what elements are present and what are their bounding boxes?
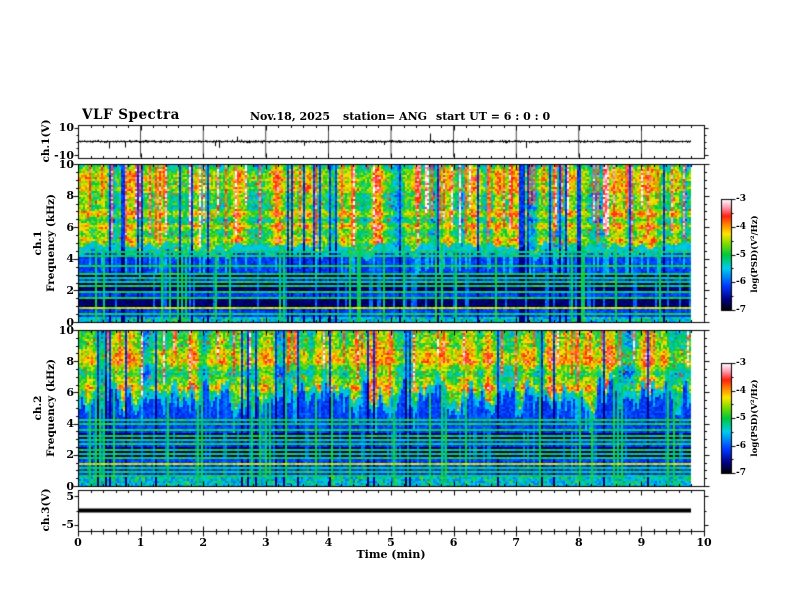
colorbar2-tick-label: -4 xyxy=(736,385,746,396)
colorbar2-tick-label: -5 xyxy=(736,413,746,423)
ch2-frequency-axis-label: Frequency (kHz) xyxy=(45,358,57,458)
x-tick-label: 9 xyxy=(637,536,646,549)
colorbar2-tick-label: -7 xyxy=(736,468,746,478)
ch2-spectrogram-y-tick-label: 6 xyxy=(66,385,74,399)
header-start-ut: start UT = 6 : 0 : 0 xyxy=(436,110,551,123)
colorbar1-tick-label: -4 xyxy=(736,221,746,232)
colorbar2-tick-label: -6 xyxy=(736,440,746,451)
colorbar1-tick-label: -5 xyxy=(736,249,746,260)
ch3-waveform-y-tick-label: -5 xyxy=(61,518,74,532)
colorbar1-tick-label: -7 xyxy=(736,305,746,315)
ch1-channel-label: ch.1 xyxy=(32,230,44,256)
ch2-spectrogram-y-tick-label: 4 xyxy=(66,417,74,431)
x-tick-label: 4 xyxy=(324,536,333,549)
page-title: VLF Spectra xyxy=(82,107,180,123)
x-tick-label: 2 xyxy=(199,536,208,549)
ch1-frequency-axis-label: Frequency (kHz) xyxy=(45,193,57,293)
ch1-waveform-y-tick-label: 10 xyxy=(58,121,74,135)
colorbar2-label: log(PSD)(V²/Hz) xyxy=(750,379,760,457)
ch3-waveform-y-tick-label: 5 xyxy=(66,489,74,503)
ch1-voltage-axis-label: ch.1(V) xyxy=(40,119,52,163)
x-tick-label: 0 xyxy=(74,536,82,549)
header-date: Nov.18, 2025 xyxy=(250,110,331,123)
colorbar1-tick-label: -3 xyxy=(736,194,746,204)
x-tick-label: 3 xyxy=(261,536,270,549)
ch2-spectrogram-y-tick-label: 10 xyxy=(58,323,74,337)
ch2-spectrogram-y-tick-label: 2 xyxy=(66,448,74,462)
ch1-spectrogram-y-tick-label: 2 xyxy=(66,283,74,297)
ch1-waveform-y-tick-label: -10 xyxy=(54,148,74,162)
x-tick-label: 1 xyxy=(136,536,145,549)
ch2-spectrogram-y-tick-label: 0 xyxy=(66,479,74,493)
ch2-channel-label: ch.2 xyxy=(32,395,44,421)
ch1-spectrogram-y-tick-label: 6 xyxy=(66,220,74,234)
ch1-spectrogram-y-tick-label: 10 xyxy=(58,157,74,171)
time-axis-label: Time (min) xyxy=(356,548,426,561)
ch1-spectrogram-y-tick-label: 8 xyxy=(66,189,74,203)
ch2-spectrogram-y-tick-label: 8 xyxy=(66,354,74,368)
x-tick-label: 8 xyxy=(574,536,583,549)
colorbar2-tick-label: -3 xyxy=(736,358,746,368)
x-tick-label: 7 xyxy=(512,536,521,549)
colorbar1-tick-label: -6 xyxy=(736,277,746,288)
colorbar1-label: log(PSD)(V²/Hz) xyxy=(750,215,760,293)
x-tick-label: 6 xyxy=(449,536,458,549)
x-tick-label: 10 xyxy=(696,536,712,549)
ch1-spectrogram-y-tick-label: 0 xyxy=(66,315,74,329)
header-station: station= ANG xyxy=(343,110,428,123)
ch3-voltage-axis-label: ch.3(V) xyxy=(40,488,52,532)
x-tick-label: 5 xyxy=(387,536,395,549)
ch1-spectrogram-y-tick-label: 4 xyxy=(66,252,74,266)
